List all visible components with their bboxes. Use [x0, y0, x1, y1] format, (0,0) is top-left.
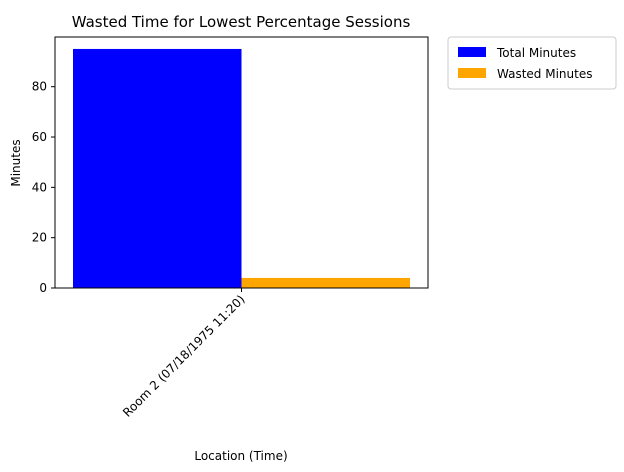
bar-total-minutes-0: [73, 48, 242, 289]
x-axis-ticks: Room 2 (07/18/1975 11:20): [120, 288, 248, 420]
bar-wasted-minutes-0: [241, 277, 410, 288]
y-tick-label: 40: [32, 180, 47, 194]
y-tick-label: 80: [32, 80, 47, 94]
x-tick-label: Room 2 (07/18/1975 11:20): [120, 292, 248, 420]
bars-layer: [73, 48, 410, 289]
legend-label: Total Minutes: [496, 46, 576, 60]
legend-swatch: [458, 47, 486, 57]
legend: Total Minutes Wasted Minutes: [447, 36, 617, 90]
chart-title: Wasted Time for Lowest Percentage Sessio…: [72, 13, 411, 31]
y-axis-label: Minutes: [9, 139, 23, 186]
y-axis-ticks: 0 20 40 60 80: [32, 80, 55, 295]
y-tick-label: 20: [32, 231, 47, 245]
legend-swatch: [458, 68, 486, 78]
y-tick-label: 0: [39, 281, 47, 295]
legend-label: Wasted Minutes: [497, 67, 592, 81]
x-axis-label: Location (Time): [194, 449, 287, 463]
legend-items: Total Minutes Wasted Minutes: [458, 46, 592, 81]
legend-box: [447, 36, 617, 90]
y-tick-label: 60: [32, 130, 47, 144]
